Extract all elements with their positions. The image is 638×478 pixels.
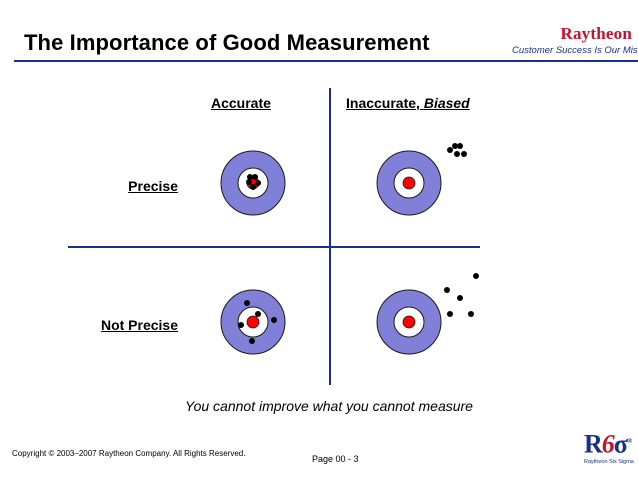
shot-mark [255, 180, 261, 186]
shot-mark [444, 287, 450, 293]
shot-mark [473, 273, 479, 279]
six-sigma-mark: R6σ® [584, 428, 632, 459]
copyright-notice: Copyright © 2003–2007 Raytheon Company. … [12, 449, 246, 458]
shot-mark [468, 311, 474, 317]
logo-label: Raytheon Six Sigma [584, 458, 634, 465]
slide-caption: You cannot improve what you cannot measu… [185, 398, 473, 414]
shot-mark [244, 300, 250, 306]
logo-letter: R [584, 429, 603, 459]
shot-mark [250, 184, 256, 190]
target-accurate-precise [220, 150, 286, 216]
shot-mark [447, 147, 453, 153]
shot-mark [457, 143, 463, 149]
logo-sigma: σ [613, 429, 628, 459]
shot-mark [454, 151, 460, 157]
shot-mark [252, 174, 258, 180]
target-accurate-not-precise [220, 289, 286, 355]
registered-mark: ® [626, 437, 632, 445]
shot-mark [247, 174, 253, 180]
page-title: The Importance of Good Measurement [24, 30, 430, 55]
target-inaccurate-precise [376, 143, 467, 216]
row-header-precise: Precise [128, 178, 178, 194]
column-header-inaccurate: Inaccurate, Biased [346, 95, 470, 111]
bullseye [402, 176, 416, 190]
bullseye [402, 315, 416, 329]
page-number: Page 00 - 3 [312, 454, 359, 464]
title-underline [14, 60, 638, 62]
brand-name: Raytheon [560, 24, 632, 43]
shot-mark [249, 338, 255, 344]
shot-mark [447, 311, 453, 317]
raytheon-six-sigma-logo: R6σ® Raytheon Six Sigma [584, 428, 634, 465]
column-header-biased-label: Biased [423, 95, 470, 111]
brand-tagline: Customer Success Is Our Mission [512, 45, 638, 56]
shot-mark [461, 151, 467, 157]
column-header-accurate: Accurate [211, 95, 271, 111]
shot-mark [255, 311, 261, 317]
row-header-not-precise: Not Precise [100, 317, 178, 333]
shot-mark [452, 143, 458, 149]
shot-mark [457, 295, 463, 301]
raytheon-logo: Raytheon Customer Success Is Our Mission [512, 24, 638, 56]
shot-mark [246, 179, 252, 185]
logo-digit: 6 [601, 429, 615, 459]
shot-mark [238, 322, 244, 328]
shot-mark [271, 317, 277, 323]
target-inaccurate-not-precise [376, 273, 479, 355]
column-header-inaccurate-label: Inaccurate, [346, 95, 424, 111]
bullseye [246, 315, 260, 329]
